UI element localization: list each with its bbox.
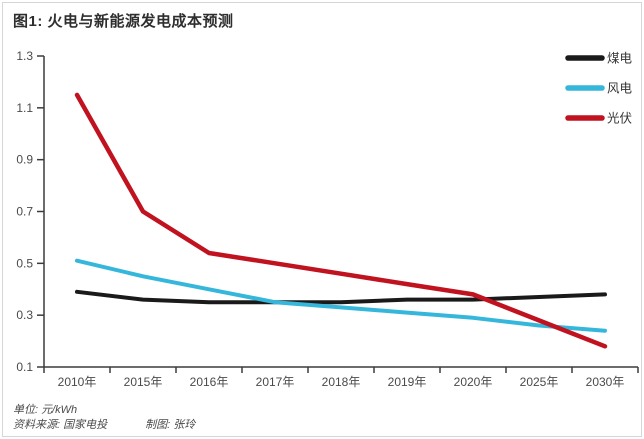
y-tick-label: 0.3: [16, 308, 33, 322]
y-tick-label: 1.1: [16, 101, 33, 115]
x-tick-label: 2016年: [190, 375, 229, 389]
legend-label-solar: 光伏: [607, 112, 633, 126]
legend-label-coal: 煤电: [607, 52, 633, 66]
x-tick-label: 2019年: [388, 375, 427, 389]
series-line-solar: [74, 92, 608, 349]
y-tick-label: 0.9: [16, 153, 33, 167]
y-tick-label: 0.5: [16, 256, 33, 270]
legend-label-wind: 风电: [607, 82, 633, 96]
y-tick-label: 0.7: [16, 205, 33, 219]
series-line-coal: [75, 289, 607, 305]
x-tick-label: 2010年: [58, 375, 97, 389]
x-tick-label: 2030年: [586, 375, 625, 389]
x-tick-label: 2020年: [454, 375, 493, 389]
x-tick-label: 2025年: [520, 375, 559, 389]
y-tick-label: 0.1: [16, 360, 33, 374]
x-tick-label: 2018年: [322, 375, 361, 389]
source-note: 资料来源: 国家电投: [13, 419, 108, 431]
unit-note: 单位: 元/kWh: [13, 404, 78, 416]
source-row: 资料来源: 国家电投 制图: 张玲: [13, 416, 195, 432]
y-tick-label: 1.3: [16, 49, 33, 63]
x-tick-label: 2015年: [124, 375, 163, 389]
series-line-wind: [75, 258, 607, 333]
x-tick-label: 2017年: [256, 375, 295, 389]
credit-note: 制图: 张玲: [145, 419, 196, 431]
chart-title: 图1: 火电与新能源发电成本预测: [13, 13, 234, 30]
